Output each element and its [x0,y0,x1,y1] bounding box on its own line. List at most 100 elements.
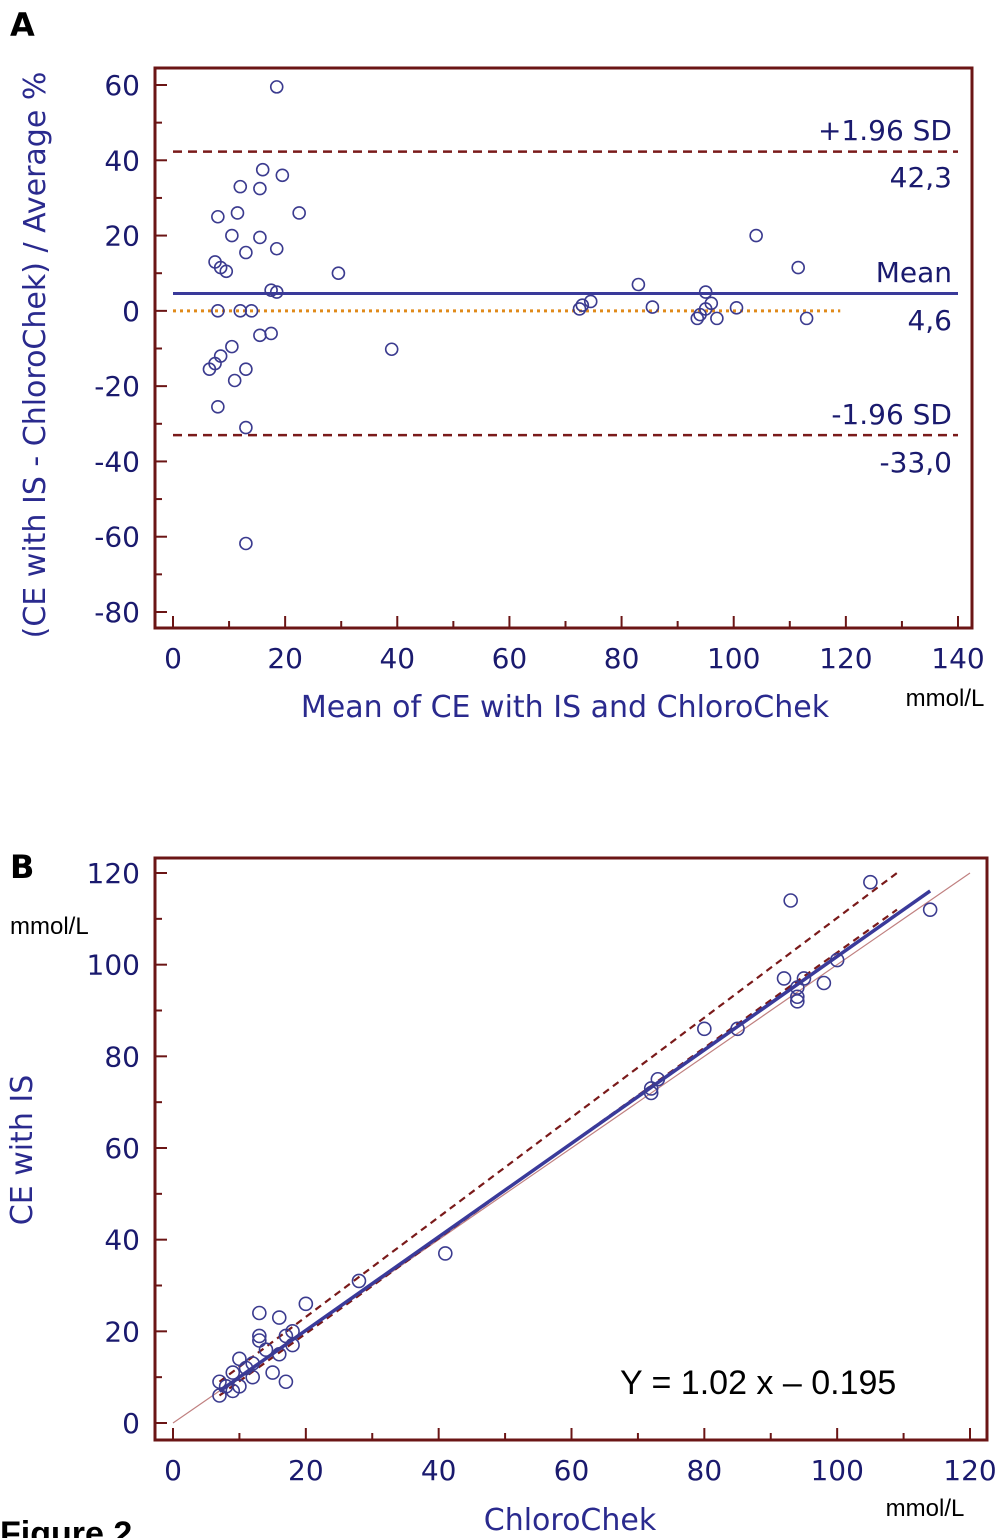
panel-a-data-point [211,209,225,224]
panel-b-x-tick-label: 60 [554,1454,590,1487]
panel-a-data-point [269,285,284,299]
lower-limit-value: -33,0 [880,446,952,479]
panel-a-data-point [749,228,763,243]
panel-a-y-tick-label: -60 [94,521,140,554]
panel-b-data-point [863,874,878,890]
panel-b-data-point [776,971,792,986]
panel-a-data-point [710,311,724,326]
panel-b-y-tick-label: 40 [104,1224,140,1257]
panel-a-y-tick-labels: 60 40 20 0 -20 -40 -60 -80 [94,69,140,629]
panel-b-y-tick-label: 60 [104,1132,140,1165]
panel-b-data-point [298,1296,314,1312]
panel-a-data-point [690,311,705,326]
panel-a-x-tick-label: 140 [931,642,984,675]
panel-a-y-tick-label: 20 [104,220,140,253]
panel-b-data-point [643,1085,659,1101]
figure-caption: Figure 2 [0,1515,132,1538]
panel-a-data-point [227,373,242,388]
panel-a-data-point [264,283,278,297]
panel-b-data-point [796,971,812,986]
panel-a-data-point [292,206,306,220]
panel-b-points [212,874,938,1403]
panel-a-reference-lines [173,150,958,437]
regression-line [218,889,932,1393]
panel-b-data-point [790,989,805,1005]
panel-b-data-point [351,1273,367,1289]
panel-a-data-point [264,326,278,341]
panel-a-data-point [269,80,284,94]
panel-b-x-tick-labels: 0 20 40 60 80 100 120 [164,1454,997,1487]
panel-a-points [202,80,814,551]
panel-b-data-point [245,1369,260,1385]
panel-b-data-point [730,1021,745,1037]
panel-b-x-axis-title: ChloroChek [484,1503,657,1538]
panel-b-x-tick-label: 100 [810,1454,863,1487]
mean-line-value: 4,6 [907,304,952,337]
panel-b-ticks [155,872,971,1440]
panel-a-data-point [255,162,270,177]
panel-a-data-point [575,298,590,313]
panel-a-data-point [211,304,225,318]
panel-b-x-tick-label: 80 [687,1454,723,1487]
panel-b: B 120 100 80 60 40 20 0 0 20 40 60 80 100 120 mmol/L… [5,848,997,1538]
panel-a-y-tick-label: 40 [104,144,140,177]
panel-b-x-tick-label: 40 [421,1454,457,1487]
panel-a-data-point [331,266,346,281]
panel-b-data-point [265,1365,280,1380]
panel-b-data-point [783,893,798,908]
panel-a-data-point [583,294,598,309]
panel-b-y-tick-label: 80 [104,1040,140,1073]
panel-b-data-point [232,1379,247,1394]
panel-a-x-tick-label: 40 [379,642,415,675]
panel-a-letter: A [10,6,35,44]
panel-a-y-tick-label: -40 [94,445,140,478]
panel-a-data-point [219,264,234,279]
panel-a-data-point [233,179,248,194]
panel-a-data-point [253,181,267,196]
panel-b-x-tick-label: 20 [288,1454,324,1487]
panel-b-y-tick-label: 100 [87,949,140,982]
panel-a-data-point [239,245,253,260]
panel-a-data-point [211,400,225,414]
panel-b-y-tick-labels: 120 100 80 60 40 20 0 [87,857,140,1440]
panel-b-data-point [922,902,938,917]
panel-a-data-point [799,311,814,326]
panel-a-y-tick-label: -20 [94,370,140,403]
panel-a-data-point [230,206,245,220]
panel-a-data-point [572,302,587,316]
regression-equation: Y = 1.02 x – 0.195 [620,1364,896,1402]
panel-a-data-point [239,420,253,435]
panel-b-data-point [278,1374,294,1390]
panel-a: A 60 40 20 0 -20 -40 -60 -80 0 20 40 60 80 100 120 140… [10,6,985,725]
panel-b-data-point [816,975,832,991]
panel-a-x-tick-label: 100 [707,642,760,675]
panel-a-data-point [225,228,239,243]
panel-b-data-point [271,1310,287,1325]
upper-limit-label: +1.96 SD [818,114,952,147]
panel-b-y-tick-label: 20 [104,1315,140,1348]
panel-b-y-axis-title: CE with IS [5,1075,40,1226]
panel-b-data-point [258,1342,274,1357]
panel-a-x-tick-label: 60 [492,642,528,675]
panel-b-x-tick-label: 120 [943,1454,996,1487]
panel-a-data-point [704,296,719,311]
panel-b-data-point [225,1365,241,1380]
panel-b-data-point [271,1346,287,1362]
upper-limit-value: 42,3 [890,161,952,194]
panel-a-x-tick-labels: 0 20 40 60 80 100 120 140 [164,642,985,675]
panel-a-x-unit: mmol/L [906,685,985,712]
panel-a-x-tick-label: 0 [164,642,182,675]
panel-a-data-point [202,362,217,377]
panel-b-data-point [252,1328,267,1344]
panel-a-data-point [269,241,284,256]
panel-a-x-axis-title: Mean of CE with IS and ChloroChek [301,690,830,725]
panel-b-data-point [285,1337,300,1353]
confidence-band-upper [218,872,898,1383]
panel-b-y-tick-label: 0 [122,1407,140,1440]
panel-a-data-point [698,285,713,299]
panel-b-y-unit: mmol/L [10,913,89,940]
panel-a-x-tick-label: 80 [604,642,640,675]
panel-b-x-unit: mmol/L [886,1495,965,1522]
panel-a-data-point [239,536,253,551]
